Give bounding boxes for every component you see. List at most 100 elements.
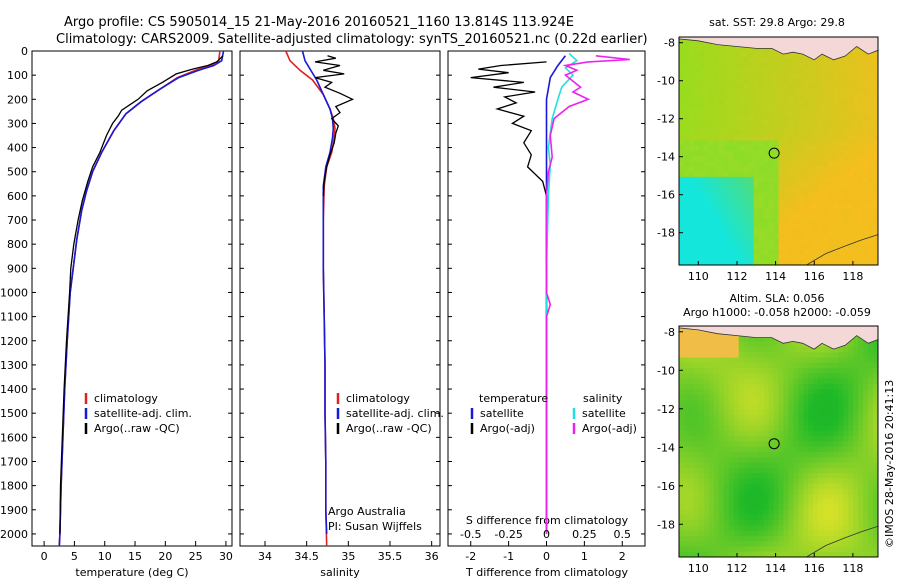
heatmap-cell [838,161,844,167]
heatmap-cell [703,151,710,157]
heatmap-cell [703,457,710,463]
heatmap-cell [733,336,740,343]
heatmap-cell [803,68,809,74]
heatmap-cell [873,233,879,240]
heatmap-cell [788,109,794,116]
heatmap-cell [798,415,804,421]
heatmap-cell [793,228,799,235]
heatmap-cell [698,42,705,48]
heatmap-cell [803,197,809,204]
heatmap-cell [783,259,789,266]
heatmap-cell [833,197,839,204]
heatmap-cell [843,94,849,100]
heatmap-cell [679,525,685,532]
heatmap-cell [868,140,874,147]
heatmap-cell [858,244,864,250]
heatmap-cell [873,352,879,358]
heatmap-cell [843,202,849,209]
heatmap-cell [823,352,829,358]
heatmap-cell [753,362,760,369]
heatmap-cell [813,452,819,458]
heatmap-cell [679,156,685,162]
heatmap-cell [778,425,784,432]
heatmap-cell [748,104,755,110]
heatmap-cell [823,104,829,110]
heatmap-cell [838,483,844,490]
heatmap-cell [783,383,789,390]
heatmap-cell [858,446,864,453]
heatmap-cell [873,57,879,64]
heatmap-cell [758,99,764,105]
heatmap-cell [688,399,695,406]
heatmap-cell [798,94,804,100]
heatmap-cell [738,530,745,537]
heatmap-cell [803,488,809,495]
heatmap-cell [723,452,730,458]
heatmap-cell [679,197,685,204]
heatmap-cell [778,357,784,364]
heatmap-cell [868,52,874,59]
heatmap-cell [778,441,784,448]
heatmap-cell [778,536,784,542]
heatmap-cell [788,130,794,136]
heatmap-cell [868,228,874,235]
heatmap-cell [683,341,690,348]
heatmap-cell [693,254,700,261]
heatmap-cell [848,420,854,427]
heatmap-cell [868,420,874,427]
heatmap-cell [783,462,789,469]
heatmap-cell [748,362,755,369]
heatmap-cell [763,509,769,516]
heatmap-cell [788,52,794,59]
heatmap-cell [843,483,849,490]
heatmap-cell [708,145,715,152]
heatmap-cell [868,520,874,526]
heatmap-cell [708,457,715,463]
heatmap-cell [828,368,834,374]
heatmap-cell [763,161,769,167]
heatmap-cell [848,436,854,442]
heatmap-cell [723,109,730,116]
heatmap-cell [683,83,690,90]
heatmap-cell [713,357,720,364]
heatmap-cell [868,378,874,385]
heatmap-cell [868,156,874,162]
heatmap-cell [718,83,725,90]
heatmap-cell [698,404,705,411]
heatmap-cell [688,525,695,532]
heatmap-cell [868,208,874,214]
heatmap-cell [723,515,730,521]
heatmap-cell [713,47,720,53]
heatmap-cell [858,166,864,173]
heatmap-cell [683,213,690,219]
heatmap-cell [753,509,760,516]
heatmap-cell [793,446,799,453]
heatmap-cell [698,99,705,105]
heatmap-cell [838,546,844,553]
heatmap-cell [708,441,715,448]
heatmap-cell [788,457,794,463]
heatmap-cell [873,244,879,250]
heatmap-cell [688,389,695,395]
heatmap-cell [808,352,814,358]
heatmap-cell [818,182,824,188]
heatmap-cell [853,462,859,469]
heatmap-cell [768,171,774,178]
heatmap-cell [843,228,849,235]
heatmap-cell [803,399,809,406]
heatmap-cell [753,223,760,230]
heatmap-cell [728,52,735,59]
heatmap-cell [708,130,715,136]
heatmap-cell [788,389,794,395]
heatmap-cell [828,494,834,500]
heatmap-cell [713,478,720,484]
heatmap-cell [848,499,854,505]
heatmap-cell [828,394,834,400]
heatmap-cell [718,404,725,411]
heatmap-cell [838,357,844,364]
heatmap-cell [868,125,874,131]
heatmap-cell [683,446,690,453]
heatmap-cell [853,114,859,121]
heatmap-cell [679,140,685,147]
heatmap-cell [778,394,784,400]
